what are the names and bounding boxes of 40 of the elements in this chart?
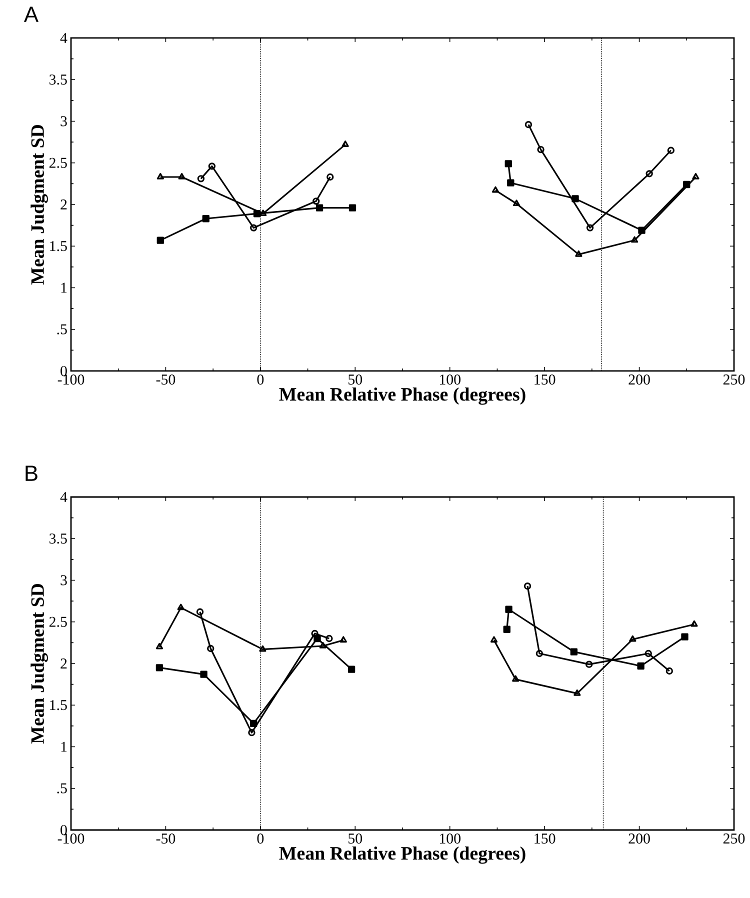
x-tick-label: 100 xyxy=(440,834,460,844)
chart-title: A xyxy=(24,6,38,22)
y-tick-label: .5 xyxy=(57,783,67,794)
x-axis-title: Mean Relative Phase (degrees) xyxy=(279,387,526,405)
y-tick-label: 3 xyxy=(60,575,67,586)
x-tick-label: 250 xyxy=(723,834,745,844)
y-tick-label: 4 xyxy=(60,33,68,43)
y-tick-label: 2.5 xyxy=(49,158,67,168)
x-tick-label: 250 xyxy=(723,374,745,385)
y-tick-label: 4 xyxy=(60,492,68,502)
y-tick-label: 1.5 xyxy=(50,241,67,252)
x-tick-label: -100 xyxy=(58,834,84,844)
y-tick-label: 3.5 xyxy=(50,74,67,85)
x-tick-label: 100 xyxy=(440,374,460,385)
y-tick-label: .5 xyxy=(57,324,67,334)
chart-title: B xyxy=(26,466,38,481)
y-tick-label: 1.5 xyxy=(50,700,67,710)
x-tick-label: 150 xyxy=(534,834,556,844)
y-axis-title: Mean Judgment SD xyxy=(30,584,48,744)
x-tick-label: -50 xyxy=(156,374,176,385)
x-tick-label: 0 xyxy=(257,834,264,844)
y-tick-label: 1 xyxy=(61,282,67,293)
y-tick-label: 0 xyxy=(60,366,67,376)
x-tick-label: -100 xyxy=(58,374,84,385)
x-tick-label: 50 xyxy=(348,374,362,385)
y-axis-title: Mean Judgment SD xyxy=(30,124,48,285)
x-tick-label: -50 xyxy=(156,834,176,844)
y-tick-label: 3.5 xyxy=(50,534,67,544)
y-tick-label: 1 xyxy=(61,742,67,752)
y-tick-label: 2.5 xyxy=(49,616,67,627)
y-tick-label: 3 xyxy=(60,116,67,126)
x-tick-label: 0 xyxy=(257,374,264,385)
x-tick-label: 50 xyxy=(348,834,362,844)
x-axis-title: Mean Relative Phase (degrees) xyxy=(279,846,526,864)
x-tick-label: 200 xyxy=(628,834,650,844)
y-tick-label: 2 xyxy=(60,658,67,668)
x-tick-label: 200 xyxy=(628,374,650,385)
y-tick-label: 0 xyxy=(60,824,67,836)
y-tick-label: 2 xyxy=(60,200,67,210)
x-tick-label: 150 xyxy=(534,374,556,385)
